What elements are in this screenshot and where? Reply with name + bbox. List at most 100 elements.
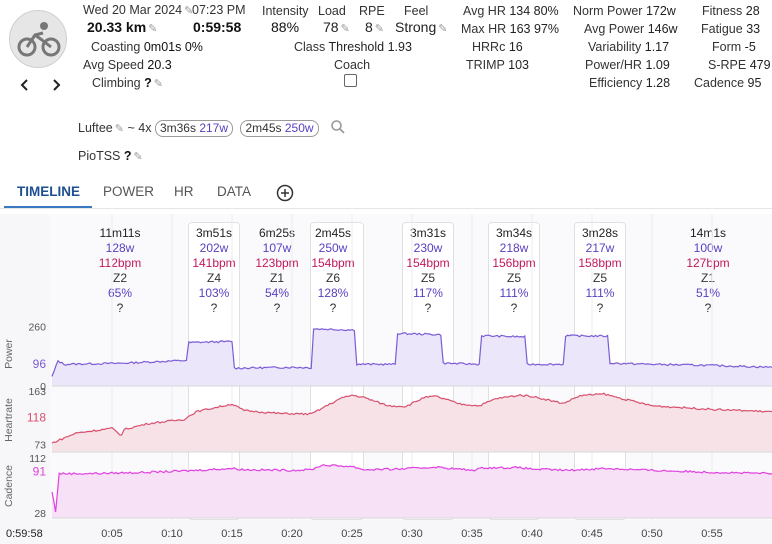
interval-power: 217w xyxy=(585,241,615,255)
interval-power: 250w xyxy=(318,241,348,255)
interval-zone: Z1 xyxy=(269,271,284,285)
tab-timeline[interactable]: TIMELINE xyxy=(17,184,80,199)
cadence-stat: Cadence 95 xyxy=(694,76,762,90)
interval-time: 3m28s xyxy=(581,226,619,240)
interval-summary[interactable]: 3m51s 202w 141bpm Z4 103%? xyxy=(174,226,254,316)
power-tick-label: 96 xyxy=(33,357,47,371)
tab-divider xyxy=(0,208,772,209)
next-activity-icon[interactable] xyxy=(48,74,64,96)
interval-summary[interactable]: 11m11s 128w 112bpm Z2 65%? xyxy=(80,226,160,316)
tab-power[interactable]: POWER xyxy=(103,184,155,199)
interval-summary[interactable]: 3m31s 230w 154bpm Z5 117%? xyxy=(388,226,468,316)
edit-pencil-icon[interactable]: ✎ xyxy=(340,23,350,35)
edit-pencil-icon[interactable]: ✎ xyxy=(374,23,385,35)
x-tick-label: 0:40 xyxy=(521,528,542,540)
edit-pencil-icon[interactable]: ✎ xyxy=(438,23,448,35)
interval-q: ? xyxy=(596,301,604,315)
heartrate-area xyxy=(52,393,772,452)
x-tick-label: 0:30 xyxy=(401,528,422,540)
cadence-tick-label: 28 xyxy=(34,508,46,520)
workout-row: Luftee ✎ ~ 4x 3m36s 217w 2m45s 250w xyxy=(78,120,319,137)
power-tick-label: 260 xyxy=(28,322,46,334)
interval-power: 202w xyxy=(199,241,229,255)
heartrate-tick-label: 163 xyxy=(28,386,46,398)
climbing-stat[interactable]: Climbing ? ✎ xyxy=(92,76,163,90)
workout-step-chip[interactable]: 3m36s 217w xyxy=(154,120,233,137)
feel-value[interactable]: Strong ✎ xyxy=(395,19,448,35)
edit-pencil-icon[interactable]: ✎ xyxy=(153,78,163,90)
interval-pct: 111% xyxy=(585,286,615,300)
piotss-stat[interactable]: PioTSS ? ✎ xyxy=(78,149,143,163)
srpe-stat: S-RPE 479 xyxy=(708,58,771,72)
interval-q: ? xyxy=(510,301,518,315)
power-axis-title: Power xyxy=(3,339,15,369)
x-tick-label: 0:25 xyxy=(341,528,362,540)
cadence-tick-label: 91 xyxy=(33,465,47,479)
edit-pencil-icon[interactable]: ✎ xyxy=(114,123,124,135)
interval-hr: 141bpm xyxy=(192,256,236,270)
interval-q: ? xyxy=(704,301,712,315)
interval-hr: 123bpm xyxy=(255,256,299,270)
interval-hr: 112bpm xyxy=(98,256,142,270)
tab-hr[interactable]: HR xyxy=(174,184,194,199)
previous-activity-icon[interactable] xyxy=(17,74,33,96)
heartrate-tick-label: 73 xyxy=(34,439,46,451)
interval-summary[interactable]: 3m34s 218w 156bpm Z5 111%? xyxy=(474,226,554,316)
add-tab-icon[interactable] xyxy=(276,184,294,202)
interval-hr: 158bpm xyxy=(578,256,622,270)
search-icon[interactable] xyxy=(330,119,346,135)
interval-pct: 54% xyxy=(264,286,290,300)
activity-avatar xyxy=(9,10,67,68)
interval-hr: 154bpm xyxy=(311,256,355,270)
interval-time: 11m11s xyxy=(99,226,141,240)
heartrate-line xyxy=(51,392,772,444)
power-area xyxy=(52,328,772,386)
interval-zone: Z6 xyxy=(325,271,340,285)
interval-summary[interactable]: 6m25s 107w 123bpm Z1 54%? xyxy=(237,226,317,316)
avg-power-stat: Avg Power 146w xyxy=(584,22,678,36)
workout-name[interactable]: Luftee ✎ xyxy=(78,121,124,135)
efficiency-stat: Efficiency 1.28 xyxy=(589,76,671,90)
interval-summary[interactable]: 14m1s 100w 127bpm Z1 51%? xyxy=(668,226,748,316)
interval-pct: 117% xyxy=(413,286,443,300)
fatigue-stat: Fatigue 33 xyxy=(701,22,761,36)
edit-pencil-icon[interactable]: ✎ xyxy=(148,23,158,35)
interval-time: 3m34s xyxy=(495,226,533,240)
cycling-icon xyxy=(17,22,61,57)
interval-pct: 51% xyxy=(695,286,721,300)
form-stat: Form -5 xyxy=(712,40,756,54)
x-tick-label: 0:15 xyxy=(221,528,242,540)
coach-checkbox[interactable] xyxy=(344,74,357,87)
activity-time: 07:23 PM xyxy=(192,3,246,17)
trimp-stat: TRIMP 103 xyxy=(466,58,530,72)
interval-summary[interactable]: 3m28s 217w 158bpm Z5 111%? xyxy=(560,226,640,316)
cadence-axis-title: Cadence xyxy=(3,465,15,507)
hrrc-stat: HRRc 16 xyxy=(472,40,523,54)
activity-distance[interactable]: 20.33 km ✎ xyxy=(87,19,158,35)
interval-hr: 154bpm xyxy=(406,256,450,270)
heartrate-tick-label: 118 xyxy=(27,411,46,425)
heartrate-axis-title: Heartrate xyxy=(3,398,15,442)
activity-date[interactable]: Wed 20 Mar 2024 ✎ xyxy=(83,3,194,17)
tab-data[interactable]: DATA xyxy=(217,184,252,199)
cadence-line xyxy=(51,464,772,513)
x-tick-label: 0:10 xyxy=(161,528,182,540)
edit-pencil-icon[interactable]: ✎ xyxy=(184,5,194,17)
rpe-value[interactable]: 8 ✎ xyxy=(365,19,385,35)
interval-time: 14m1s xyxy=(689,226,727,240)
interval-pct: 103% xyxy=(198,286,230,300)
edit-pencil-icon[interactable]: ✎ xyxy=(133,151,143,163)
activity-duration: 0:59:58 xyxy=(193,19,242,35)
interval-summary[interactable]: 2m45s 250w 154bpm Z6 128%? xyxy=(293,226,373,316)
load-value[interactable]: 78 ✎ xyxy=(323,19,350,35)
interval-power: 128w xyxy=(105,241,135,255)
interval-power: 107w xyxy=(262,241,292,255)
workout-repeat: ~ 4x xyxy=(127,121,152,135)
norm-power-stat: Norm Power 172w xyxy=(573,4,676,18)
workout-step-chip[interactable]: 2m45s 250w xyxy=(240,120,319,137)
interval-q: ? xyxy=(210,301,218,315)
active-tab-indicator xyxy=(4,206,92,208)
interval-q: ? xyxy=(273,301,281,315)
interval-q: ? xyxy=(116,301,124,315)
